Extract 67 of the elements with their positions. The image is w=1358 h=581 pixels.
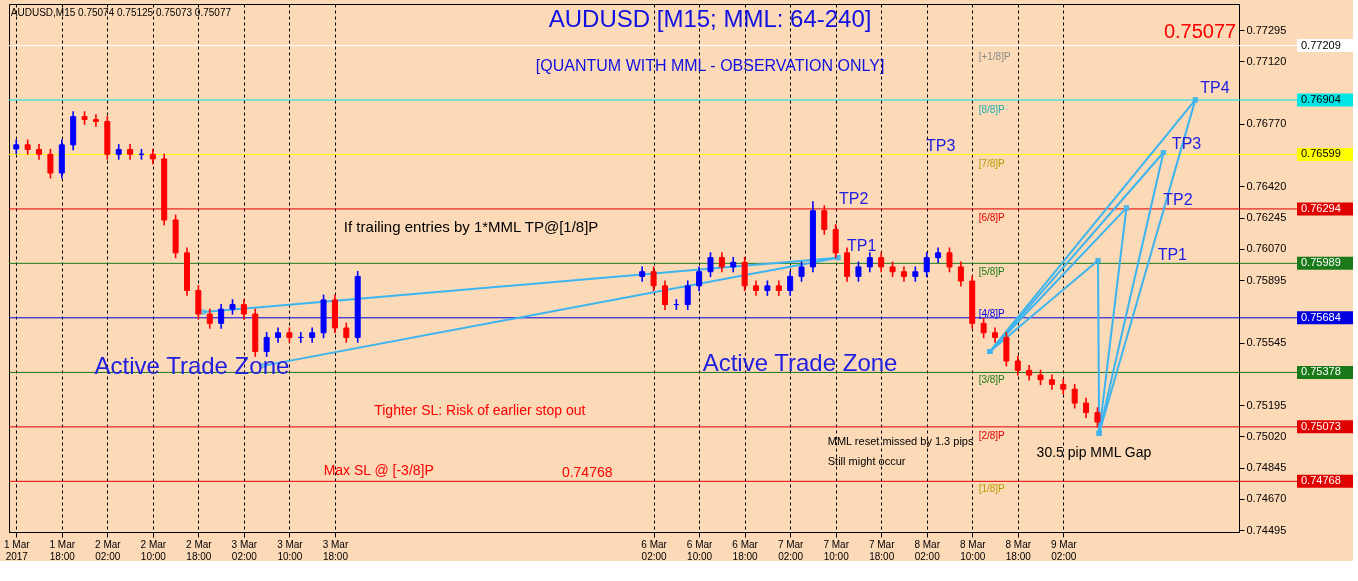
x-tick-label: 2 Mar 18:00 [186,538,213,562]
x-tick-label: 1 Mar 2017 [3,538,31,562]
ref-line-label: 0.76599 [1301,147,1341,160]
annotation: TP1 [1157,246,1188,264]
annotation: Active Trade Zone [94,351,290,379]
x-tick-label: 8 Mar 02:00 [914,538,941,562]
ref-line-label: 0.75684 [1301,310,1341,323]
ref-line-label: 0.75378 [1301,365,1341,378]
x-tick-label: 2 Mar 10:00 [140,538,167,562]
chart-title: AUDUSD [M15; MML: 64-240] [548,5,872,32]
annotation: 30.5 pip MML Gap [1036,444,1152,461]
annotation: Tighter SL: Risk of earlier stop out [374,401,586,418]
x-tick-label: 8 Mar 10:00 [959,538,987,562]
x-tick-label: 9 Mar 02:00 [1051,538,1078,562]
y-tick-label: 0.76770 [1246,117,1287,130]
y-tick-label: 0.74495 [1246,523,1287,536]
annotation: TP1 [846,236,877,254]
y-tick-label: 0.76070 [1246,242,1287,255]
x-tick-label: 6 Mar 10:00 [686,538,714,562]
x-tick-label: 3 Mar 02:00 [231,538,258,562]
ref-line-label: 0.74768 [1301,474,1341,487]
x-tick-label: 1 Mar 18:00 [49,538,76,562]
annotation: MML reset missed by 1.3 pips [827,434,974,447]
y-tick-label: 0.77295 [1246,23,1287,36]
y-tick-label: 0.75545 [1246,336,1287,349]
x-tick-label: 3 Mar 18:00 [322,538,349,562]
x-tick-label: 3 Mar 10:00 [277,538,304,562]
x-tick-label: 6 Mar 02:00 [641,538,668,562]
annotation: AUDUSD,M15 0.75074 0.75125 0.75073 0.75077 [10,7,232,19]
annotation: [6/8]P [978,212,1006,224]
annotation: [+1/8]P [978,50,1011,62]
y-tick-label: 0.77120 [1246,54,1287,67]
y-tick-label: 0.74670 [1246,492,1287,505]
annotation: [5/8]P [978,265,1006,277]
x-tick-label: 2 Mar 02:00 [95,538,122,562]
x-tick-label: 7 Mar 10:00 [823,538,850,562]
y-tick-label: 0.75020 [1246,429,1287,442]
x-tick-label: 7 Mar 18:00 [868,538,896,562]
text: [QUANTUM WITH MML - OBSERVATION ONLY] [535,57,885,74]
y-tick-label: 0.75895 [1246,273,1287,286]
annotation: TP3 [926,137,956,155]
annotation: If trailing entries by 1*MML TP@[1/8]P [343,217,599,235]
annotation: Max SL @ [-3/8]P [323,461,434,478]
ref-line-label: 0.76904 [1301,93,1341,106]
ref-line-label: 0.75073 [1301,419,1341,432]
annotation: [2/8]P [978,430,1006,442]
x-tick-label: 7 Mar 02:00 [777,538,805,562]
y-tick-label: 0.76420 [1246,179,1287,192]
ref-line-label: 0.76294 [1301,201,1341,214]
annotation: Active Trade Zone [702,348,898,376]
annotation: [4/8]P [978,308,1006,320]
annotation: [7/8]P [978,157,1006,169]
annotation: Still might occur [827,454,906,467]
x-tick-label: 8 Mar 18:00 [1005,538,1032,562]
annotation: [8/8]P [978,104,1006,116]
annotation: [1/8]P [978,482,1006,494]
y-tick-label: 0.76245 [1246,211,1287,224]
annotation: [3/8]P [978,373,1006,385]
ref-line-label: 0.75989 [1301,256,1341,269]
x-tick-label: 6 Mar 18:00 [732,538,759,562]
annotation: TP4 [1200,79,1230,97]
annotation: 0.74768 [561,463,613,480]
y-tick-label: 0.75195 [1246,398,1287,411]
y-tick-label: 0.74845 [1246,461,1287,474]
ref-line-label: 0.77209 [1301,38,1341,51]
annotation: TP2 [838,189,869,207]
annotation: 0.75077 [1163,20,1237,43]
